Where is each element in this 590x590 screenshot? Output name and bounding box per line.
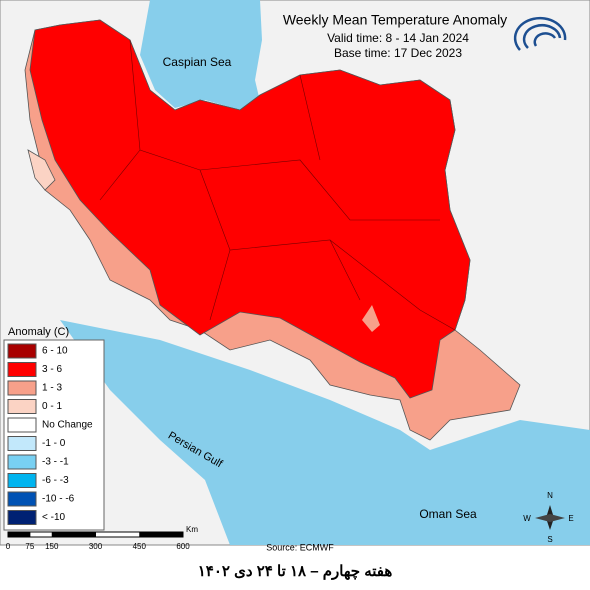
scale-segment	[139, 532, 183, 537]
scale-bar: 0 75 150 300 450 600 Km	[6, 525, 199, 551]
legend-label: < -10	[42, 512, 66, 523]
scale-label: 600	[176, 542, 190, 551]
province-borders	[99, 39, 456, 331]
caspian-sea	[140, 0, 262, 110]
region	[362, 305, 380, 332]
legend-label: No Change	[42, 420, 93, 431]
legend-label: -6 - -3	[42, 475, 69, 486]
region	[27, 149, 56, 191]
compass-label: E	[568, 514, 573, 523]
legend-label: 3 - 6	[42, 364, 62, 375]
source: Source: ECMWF	[266, 542, 334, 552]
sea-label: Oman Sea	[419, 507, 477, 521]
caption: هفته چهارم – ۱۸ تا ۲۴ دی ۱۴۰۲	[198, 563, 393, 580]
compass: N S E W	[523, 491, 573, 544]
compass-label: W	[523, 514, 531, 523]
legend-label: -10 - -6	[42, 494, 75, 505]
base-time: Base time: 17 Dec 2023	[334, 46, 462, 60]
sea-label: Caspian Sea	[163, 55, 232, 69]
legend-label: 0 - 1	[42, 401, 62, 412]
legend-swatch	[7, 380, 37, 396]
legend-label: 1 - 3	[42, 383, 62, 394]
scale-segment	[8, 532, 30, 537]
legend-swatch	[7, 343, 37, 359]
legend-swatch	[7, 399, 37, 414]
title: Weekly Mean Temperature Anomaly	[283, 12, 507, 28]
scale-label: 300	[89, 542, 103, 551]
scale-label: 0	[6, 542, 11, 551]
region	[29, 19, 471, 399]
scale-unit: Km	[186, 525, 198, 534]
compass-label: N	[547, 491, 553, 500]
legend-swatch	[7, 454, 37, 470]
valid-time: Valid time: 8 - 14 Jan 2024	[327, 31, 469, 45]
legend-label: 6 - 10	[42, 346, 68, 357]
legend-title: Anomaly (C)	[8, 326, 69, 338]
scale-segment	[51, 532, 96, 537]
legend-swatch	[7, 362, 37, 377]
scale-label: 450	[133, 542, 147, 551]
legend-label: -1 - 0	[42, 438, 66, 449]
scale-label: 75	[25, 542, 34, 551]
scale-label: 150	[45, 542, 59, 551]
logo	[513, 16, 567, 51]
legend: 6 - 10 3 - 6 1 - 3 0 - 1 No Change -1 - 0 -3 -…	[3, 339, 105, 531]
legend-label: -3 - -1	[42, 457, 69, 468]
legend-swatch	[7, 510, 37, 525]
legend-swatch	[7, 473, 37, 488]
legend-swatch	[7, 417, 37, 433]
sea	[60, 320, 590, 545]
legend-swatch	[7, 436, 37, 451]
legend-swatch	[7, 491, 37, 507]
compass-label: S	[547, 535, 552, 544]
